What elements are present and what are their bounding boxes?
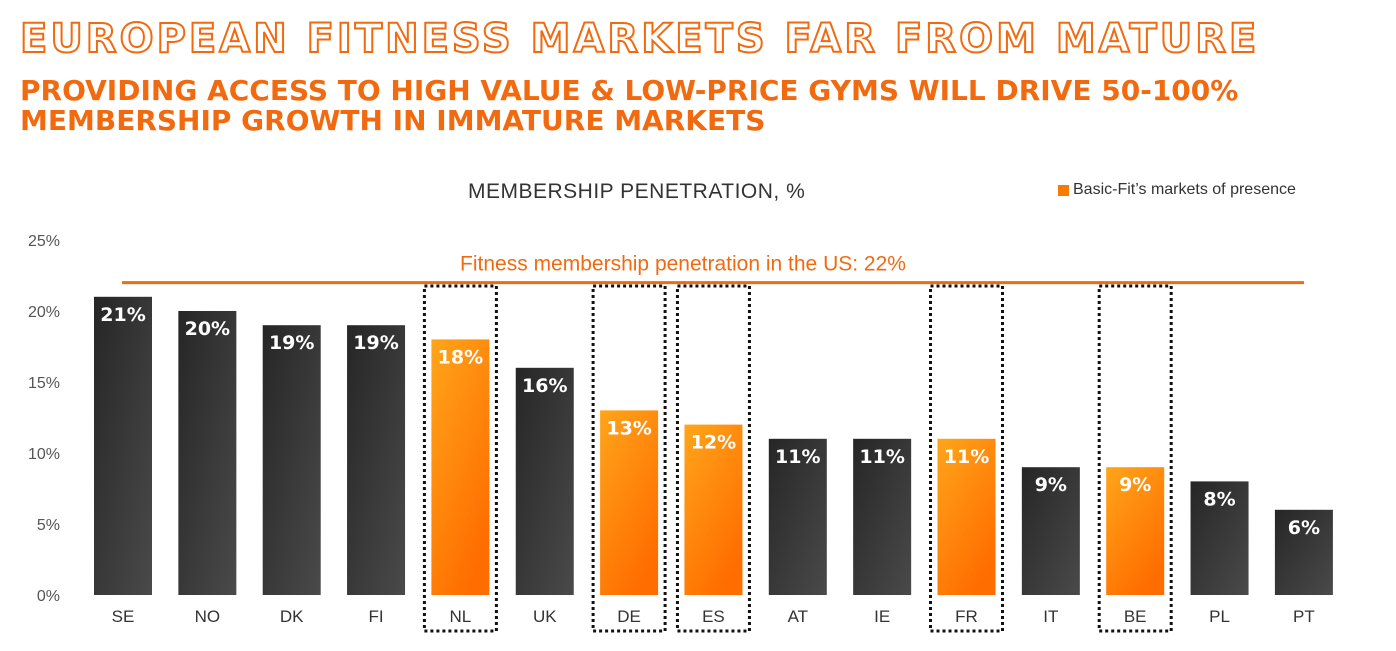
- y-tick-label: 10%: [28, 446, 60, 463]
- bar-data-label: 12%: [691, 432, 736, 454]
- x-tick-label: IE: [874, 607, 890, 626]
- bar-data-label: 18%: [438, 346, 483, 368]
- x-tick-label: AT: [788, 607, 808, 626]
- chart-legend: Basic-Fit’s markets of presence: [1058, 181, 1296, 199]
- x-tick-label: SE: [112, 607, 135, 626]
- bar: [178, 311, 237, 595]
- bar: [1274, 509, 1333, 595]
- bar: [853, 438, 912, 595]
- bar-data-label: 16%: [522, 375, 567, 397]
- x-tick-label: BE: [1124, 607, 1147, 626]
- presence-highlight-box: [1097, 284, 1173, 633]
- bar: [347, 325, 406, 595]
- page-title: EUROPEAN FITNESS MARKETS FAR FROM MATURE: [19, 15, 1260, 63]
- x-tick-label: FR: [955, 607, 978, 626]
- bar-data-label: 9%: [1119, 474, 1151, 496]
- bar-data-label: 11%: [859, 446, 904, 468]
- us-reference-label: Fitness membership penetration in the US…: [460, 253, 906, 276]
- bar-data-label: 19%: [353, 332, 398, 354]
- x-tick-label: DK: [280, 607, 304, 626]
- bar-data-label: 13%: [606, 417, 651, 439]
- x-tick-label: DE: [617, 607, 641, 626]
- y-tick-label: 15%: [28, 375, 60, 392]
- bar: [515, 367, 574, 595]
- bar-data-label: 21%: [100, 304, 145, 326]
- x-tick-label: NL: [450, 607, 472, 626]
- y-tick-label: 5%: [37, 517, 60, 534]
- bar: [600, 410, 659, 595]
- bar: [1106, 467, 1165, 595]
- bar: [94, 296, 152, 595]
- presence-highlight-box: [675, 284, 751, 633]
- presence-highlight-box: [422, 284, 498, 633]
- x-tick-label: IT: [1043, 607, 1058, 626]
- bar: [262, 325, 321, 595]
- bar-data-label: 6%: [1288, 517, 1320, 539]
- x-tick-label: PT: [1293, 607, 1315, 626]
- bar-data-label: 11%: [775, 446, 820, 468]
- chart-title: MEMBERSHIP PENETRATION, %: [468, 180, 806, 203]
- y-tick-label: 20%: [28, 304, 60, 321]
- bar: [1021, 467, 1080, 595]
- bar-data-label: 9%: [1035, 474, 1067, 496]
- y-tick-label: 25%: [28, 233, 60, 250]
- bar: [768, 438, 827, 595]
- bar: [431, 339, 490, 595]
- legend-label: Basic-Fit’s markets of presence: [1073, 181, 1296, 198]
- x-tick-label: FI: [368, 607, 383, 626]
- presence-highlight-box: [929, 284, 1004, 633]
- page-subtitle: PROVIDING ACCESS TO HIGH VALUE & LOW-PRI…: [20, 74, 1239, 137]
- legend-swatch: [1058, 184, 1069, 196]
- bar: [1190, 481, 1249, 595]
- bar-data-label: 20%: [185, 318, 230, 340]
- presence-highlight-box: [591, 284, 667, 633]
- bar-data-label: 11%: [944, 446, 989, 468]
- bar-data-label: 8%: [1203, 488, 1235, 510]
- x-tick-label: NO: [195, 607, 221, 626]
- x-tick-label: PL: [1209, 607, 1230, 626]
- x-tick-label: ES: [702, 607, 725, 626]
- x-tick-label: UK: [533, 607, 557, 626]
- bar: [684, 424, 743, 595]
- bar: [937, 438, 996, 595]
- bar-data-label: 19%: [269, 332, 314, 354]
- y-tick-label: 0%: [37, 588, 60, 605]
